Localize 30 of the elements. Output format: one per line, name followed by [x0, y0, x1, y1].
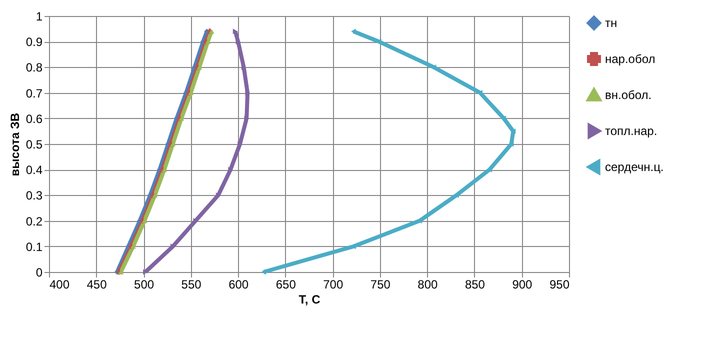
legend-label: тн	[605, 16, 618, 30]
x-tick-label: 750	[370, 278, 391, 292]
x-tick-label: 400	[50, 278, 70, 292]
y-tick-label: 0.5	[26, 138, 43, 152]
x-tick-label: 950	[549, 278, 570, 292]
legend-label: вн.обол.	[605, 88, 652, 102]
y-tick-label: 0.1	[26, 240, 43, 254]
x-tick-label: 600	[228, 278, 249, 292]
x-tick-label: 450	[86, 278, 108, 292]
y-tick-label: 0.6	[26, 112, 43, 126]
y-tick-label: 0.7	[26, 86, 43, 100]
legend-label: топл.нар.	[605, 124, 658, 138]
y-tick-label: 0	[36, 266, 43, 280]
legend-label: нар.обол	[605, 52, 656, 66]
x-tick-label: 850	[464, 278, 486, 292]
x-tick-label: 500	[134, 278, 154, 292]
x-tick-label: 650	[276, 278, 296, 292]
y-tick-label: 0.8	[26, 60, 43, 75]
y-tick-label: 0.9	[26, 35, 43, 50]
y-axis-title: высота ЗВ	[8, 112, 22, 176]
x-tick-label: 550	[181, 278, 202, 292]
y-tick-label: 1	[36, 10, 43, 24]
y-tick-label: 0.3	[26, 188, 43, 203]
x-axis-title: Т, С	[298, 292, 321, 306]
legend-label: сердечн.ц.	[605, 160, 664, 174]
x-tick-label: 700	[323, 278, 344, 292]
y-tick-label: 0.4	[26, 163, 43, 178]
y-tick-label: 0.2	[26, 214, 43, 228]
x-tick-label: 900	[512, 278, 533, 292]
x-tick-label: 800	[418, 278, 438, 292]
